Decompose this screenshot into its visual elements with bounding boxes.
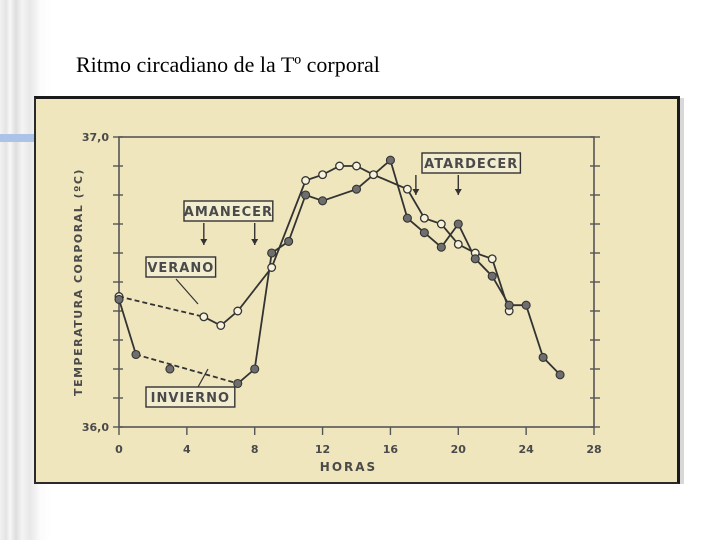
chart-frame: 0 4 8 12 16 20 24 28 37,0 36,0 AMANECER ATARDECER V… <box>34 96 680 484</box>
series-invierno-dashed <box>135 353 238 385</box>
x-axis-label: HORAS <box>320 460 377 474</box>
data-point-invierno <box>487 271 497 281</box>
data-point-invierno <box>351 184 362 194</box>
data-point-invierno <box>538 352 548 362</box>
data-point-verano <box>436 219 446 229</box>
verano-pointer <box>175 278 199 305</box>
slide-title: Ritmo circadiano de la Tº corporal <box>76 52 380 77</box>
atardecer-label: ATARDECER <box>424 157 518 172</box>
invierno-pointer <box>197 368 209 388</box>
data-point-invierno <box>301 190 311 200</box>
verano-box <box>145 256 217 278</box>
atardecer-box <box>421 152 522 174</box>
amanecer-arrow-head <box>251 239 259 245</box>
x-tick-label: 28 <box>586 443 601 456</box>
data-point-verano <box>487 254 497 264</box>
x-tick-label: 8 <box>251 443 259 456</box>
y-axis-label: TEMPERATURA CORPORAL (ºC) <box>72 168 85 396</box>
data-point-verano <box>267 263 277 272</box>
data-point-verano <box>369 170 378 180</box>
atardecer-arrow-head <box>454 189 462 195</box>
chart-frame-shadow <box>680 98 684 484</box>
data-point-verano <box>216 321 226 330</box>
data-point-verano <box>318 170 328 180</box>
temperature-chart: 0 4 8 12 16 20 24 28 37,0 36,0 AMANECER ATARDECER V… <box>72 131 602 474</box>
data-point-invierno <box>504 300 514 310</box>
amanecer-label: AMANECER <box>184 205 273 220</box>
atardecer-arrow-head <box>412 189 420 195</box>
data-point-invierno <box>453 219 463 229</box>
data-point-invierno <box>165 364 175 374</box>
y-tick-label: 37,0 <box>82 131 109 144</box>
invierno-label: INVIERNO <box>151 391 230 406</box>
x-tick-label: 20 <box>451 443 467 456</box>
data-point-invierno <box>470 254 480 264</box>
series-line-invierno <box>237 158 561 385</box>
x-tick-label: 0 <box>115 443 123 456</box>
data-point-invierno <box>385 155 395 165</box>
data-point-invierno <box>555 370 565 380</box>
data-point-verano <box>301 176 311 185</box>
x-tick-label: 24 <box>518 443 534 456</box>
chart-plot-area <box>118 136 595 428</box>
data-point-invierno <box>318 196 328 206</box>
plot-border <box>118 136 595 428</box>
data-point-invierno <box>267 248 277 258</box>
data-point-invierno <box>436 242 446 252</box>
data-point-verano <box>199 312 209 322</box>
data-point-verano <box>352 161 361 171</box>
data-point-verano <box>402 184 412 194</box>
x-tick-label: 16 <box>383 443 399 456</box>
data-point-verano <box>335 161 344 171</box>
slide-accent-bar <box>0 134 40 142</box>
y-tick-label: 36,0 <box>82 421 109 434</box>
data-point-invierno <box>131 349 141 360</box>
series-invierno-start <box>118 299 137 355</box>
data-point-invierno <box>114 294 124 304</box>
verano-label: VERANO <box>147 261 214 276</box>
data-point-invierno <box>284 236 294 246</box>
x-tick-label: 4 <box>183 443 191 456</box>
amanecer-box <box>183 200 274 222</box>
data-point-invierno <box>419 228 429 238</box>
data-point-invierno <box>402 213 412 223</box>
data-point-invierno <box>250 364 260 374</box>
data-point-verano <box>233 306 243 316</box>
series-verano-dashed <box>118 295 205 318</box>
data-point-verano <box>453 239 463 249</box>
amanecer-arrow-head <box>200 239 208 245</box>
series-line-verano <box>203 165 511 327</box>
x-tick-label: 12 <box>315 443 330 456</box>
data-point-verano <box>419 213 429 223</box>
data-point-invierno <box>521 300 531 310</box>
data-point-invierno <box>233 378 243 389</box>
invierno-box <box>145 386 236 408</box>
